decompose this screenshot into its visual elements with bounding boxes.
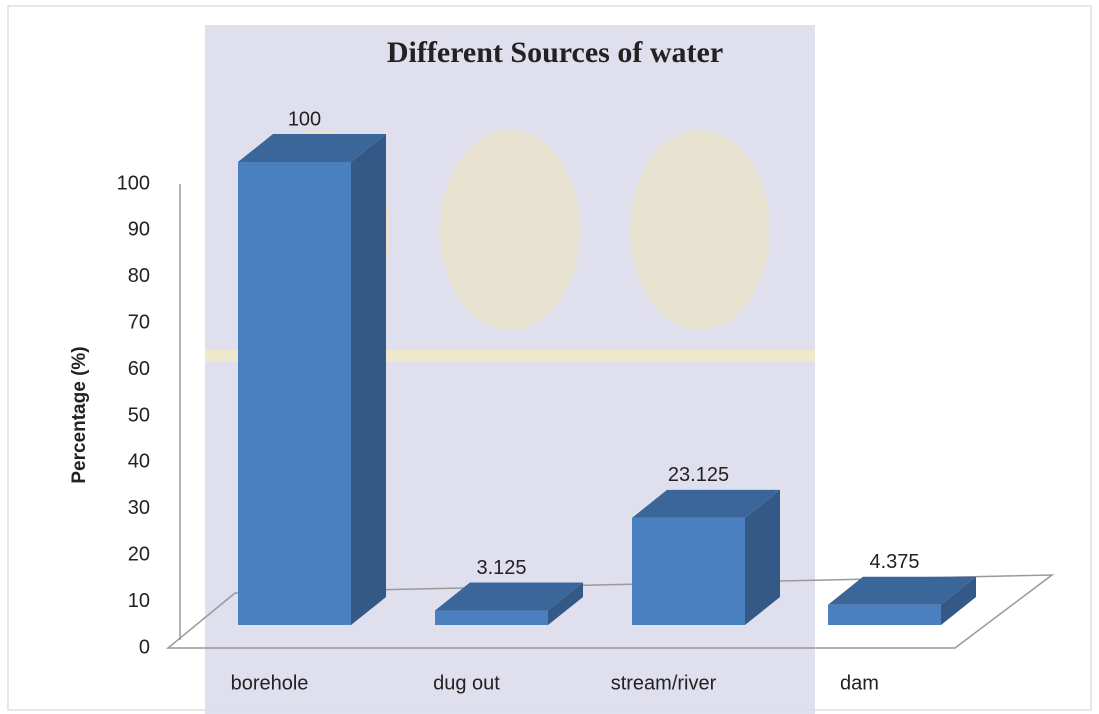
y-tick-label: 0: [139, 636, 150, 658]
y-tick-label: 20: [128, 543, 150, 565]
x-tick-label: stream/river: [611, 672, 717, 694]
bar-top: [632, 489, 780, 518]
x-tick-label: dam: [840, 672, 879, 694]
watermark-leaf: [630, 130, 770, 330]
bar: [632, 517, 745, 625]
bar: [828, 604, 941, 625]
y-tick-label: 30: [128, 497, 150, 519]
y-tick-label: 50: [128, 404, 150, 426]
bar-side: [548, 582, 583, 625]
bar-top: [435, 582, 583, 611]
bar-side: [745, 489, 780, 625]
y-tick-label: 80: [128, 265, 150, 287]
bar-side: [941, 576, 976, 625]
data-label: 100: [288, 108, 321, 130]
x-tick-label: borehole: [231, 672, 309, 694]
bar: [238, 162, 351, 625]
y-tick-label: 90: [128, 219, 150, 241]
bar: [435, 610, 548, 625]
y-tick-label: 100: [117, 172, 150, 194]
y-tick-label: 70: [128, 311, 150, 333]
watermark-leaf: [440, 130, 580, 330]
y-tick-label: 60: [128, 358, 150, 380]
bar-top: [238, 134, 386, 162]
floor: [165, 574, 1055, 649]
bar-side: [351, 134, 386, 625]
data-label: 23.125: [668, 464, 729, 486]
data-label: 3.125: [476, 557, 526, 579]
x-tick-label: dug out: [433, 672, 500, 694]
bar-top: [828, 576, 976, 605]
data-label: 4.375: [869, 551, 919, 573]
chart-title: Different Sources of water: [387, 36, 723, 69]
y-tick-label: 40: [128, 451, 150, 473]
y-tick-label: 10: [128, 590, 150, 612]
y-axis-label: Percentage (%): [69, 346, 90, 483]
